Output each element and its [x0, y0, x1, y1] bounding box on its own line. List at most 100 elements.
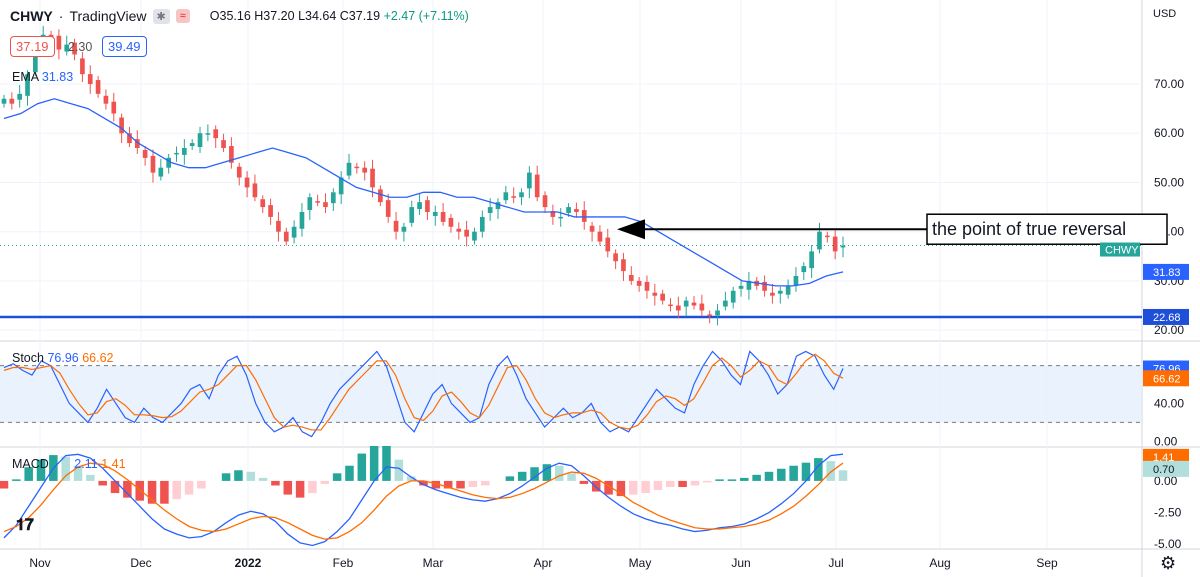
candle-body	[385, 200, 391, 217]
macd-histogram-bar	[678, 480, 687, 487]
stoch-legend: Stoch 76.96 66.62	[12, 351, 114, 365]
candle-body	[252, 183, 258, 198]
macd-line	[3, 453, 844, 547]
candle-body	[464, 229, 469, 237]
macd-tick-label: 0.00	[1154, 474, 1178, 488]
candle-body	[307, 197, 313, 211]
macd-histogram-bar	[579, 480, 589, 484]
macd-histogram-bar	[394, 459, 404, 481]
candle-body	[809, 251, 814, 269]
approx-icon[interactable]: ≈	[175, 9, 190, 23]
annotation-text: the point of true reversal	[932, 219, 1126, 239]
eye-icon[interactable]: ✱	[152, 8, 170, 24]
macd-signal-tag: 1.41	[1153, 452, 1174, 464]
candle-body	[668, 304, 673, 307]
candle-body	[378, 189, 383, 203]
candle-body	[95, 80, 101, 94]
macd-histogram-bar	[443, 480, 453, 489]
macd-histogram-bar	[653, 480, 663, 491]
candle-body	[715, 310, 720, 316]
macd-histogram-bar	[838, 470, 848, 481]
candle-body	[103, 95, 109, 104]
change-value: +2.47 (+7.11%)	[383, 9, 469, 23]
stoch-d-tag-bg	[1143, 370, 1189, 387]
month-tick-label: Nov	[29, 556, 50, 570]
candle-body	[401, 226, 407, 232]
bid-price-box[interactable]: 37.19	[10, 36, 55, 57]
macd-hist-tag: 0.70	[1153, 464, 1174, 476]
price-tick-label: 60.00	[1154, 126, 1184, 140]
candle-body	[589, 225, 595, 232]
candle-body	[738, 285, 744, 289]
candle-body	[150, 155, 156, 173]
symbol-label[interactable]: CHWY	[10, 8, 53, 24]
candle-body	[80, 58, 85, 75]
ema-value: 31.83	[41, 70, 74, 84]
candle-body	[519, 192, 524, 198]
macd-histogram-bar	[542, 464, 552, 481]
candle-body	[205, 133, 211, 135]
stoch-k-value: 76.96	[47, 351, 79, 365]
settings-gear-icon[interactable]: ⚙	[1160, 553, 1177, 573]
macd-histogram-bar	[715, 479, 724, 481]
candle-body	[566, 207, 571, 213]
candle-body	[550, 211, 556, 217]
macd-histogram-bar	[271, 480, 280, 486]
candle-body	[315, 201, 320, 203]
macd-histogram-bar	[12, 479, 21, 481]
macd-histogram-bar	[604, 480, 613, 495]
candle-body	[1, 98, 7, 104]
source-label: TradingView	[69, 8, 147, 24]
candle-body	[291, 226, 297, 238]
candle-body	[676, 305, 681, 311]
candle-body	[87, 74, 93, 84]
stoch-k-line	[3, 350, 844, 438]
candle-body	[448, 217, 454, 227]
candle-body	[134, 139, 140, 148]
candle-body	[432, 212, 438, 216]
candle-body	[699, 303, 705, 311]
candle-body	[487, 207, 493, 213]
tradingview-logo-icon[interactable]: 𝟏𝟕	[16, 517, 34, 534]
month-tick-label: Apr	[534, 556, 553, 570]
candle-body	[574, 209, 579, 212]
candle-body	[323, 202, 328, 208]
macd-histogram-bar	[628, 480, 638, 495]
ohlc-values: O35.16 H37.20 L34.64 C37.19 +2.47 (+7.11…	[210, 9, 469, 23]
month-tick-label: Jul	[828, 556, 843, 570]
currency-label[interactable]: USD	[1153, 8, 1177, 20]
macd-histogram-bar	[814, 458, 823, 481]
last-symbol-tag: CHWY	[1105, 245, 1139, 257]
candle-body	[370, 168, 375, 188]
macd-tick-label: -5.00	[1154, 537, 1182, 551]
low-value: L34.64	[298, 9, 337, 23]
macd-histogram-bar	[110, 480, 120, 494]
candle-body	[166, 157, 171, 168]
candle-body	[283, 231, 289, 242]
candle-body	[691, 302, 697, 306]
candle-body	[236, 166, 242, 178]
open-value: O35.16	[209, 9, 251, 23]
macd-histogram-bar	[666, 480, 675, 487]
ema-label: EMA	[12, 70, 39, 84]
macd-histogram-bar	[517, 471, 527, 481]
candle-body	[127, 133, 132, 144]
macd-histogram-bar	[406, 476, 416, 481]
stoch-d-value: 66.62	[82, 351, 114, 365]
candle-body	[229, 146, 234, 163]
spread-value: 2.30	[68, 40, 93, 54]
month-tick-label: Sep	[1036, 556, 1058, 570]
candle-body	[558, 216, 564, 219]
macd-histogram-bar	[184, 480, 194, 495]
ask-price-box[interactable]: 39.49	[102, 36, 147, 57]
macd-histogram-bar	[789, 465, 798, 481]
macd-histogram-bar	[369, 445, 379, 481]
candle-body	[707, 314, 713, 316]
candle-body	[362, 167, 368, 173]
macd-histogram-bar	[456, 480, 465, 489]
candle-body	[25, 74, 30, 96]
candle-body	[652, 292, 658, 296]
candle-body	[425, 200, 430, 212]
macd-signal-tag-bg	[1143, 448, 1189, 465]
